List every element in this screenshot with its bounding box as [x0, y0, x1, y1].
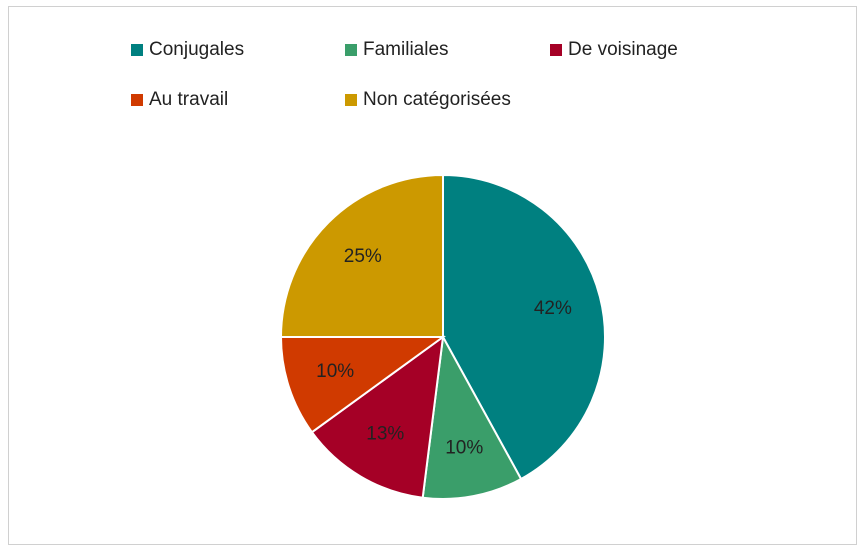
data-label: 13% [366, 424, 404, 445]
pie-slice [442, 173, 606, 481]
legend-swatch [131, 44, 143, 56]
legend-swatch [550, 44, 562, 56]
legend-swatch [345, 44, 357, 56]
pie-slice [279, 336, 447, 434]
legend-label: Conjugales [149, 39, 244, 60]
data-label: 25% [344, 246, 382, 267]
legend-label: Familiales [363, 39, 449, 60]
pie-slice [421, 333, 523, 500]
data-label: 42% [534, 298, 572, 319]
data-label: 10% [316, 361, 354, 382]
data-label: 10% [445, 437, 483, 458]
legend-label: Au travail [149, 89, 228, 110]
pie-slice [310, 334, 445, 499]
legend-label: De voisinage [568, 39, 678, 60]
legend-label: Non catégorisées [363, 89, 511, 110]
pie-slice [279, 173, 444, 338]
legend-swatch [131, 94, 143, 106]
legend-swatch [345, 94, 357, 106]
